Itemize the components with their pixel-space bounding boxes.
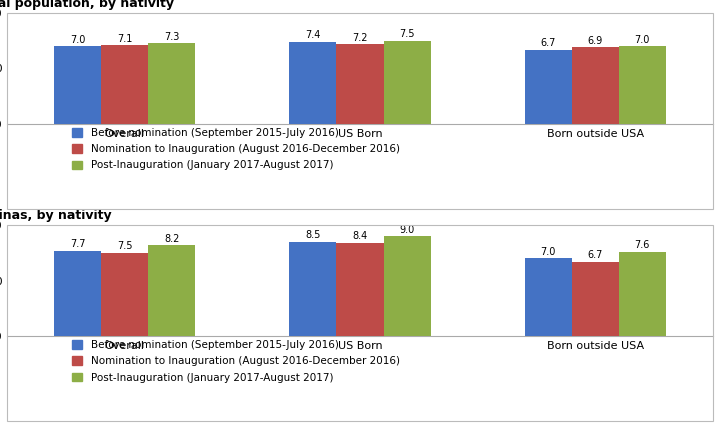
- Text: 8.2: 8.2: [164, 233, 179, 244]
- Bar: [102, 45, 148, 124]
- Text: 7.1: 7.1: [117, 34, 132, 44]
- Text: 7.2: 7.2: [352, 33, 368, 43]
- Text: 7.5: 7.5: [117, 241, 132, 252]
- Bar: [384, 236, 431, 336]
- Text: 8.5: 8.5: [305, 230, 320, 240]
- Bar: [525, 258, 572, 336]
- Text: 8.4: 8.4: [352, 231, 368, 241]
- Bar: [525, 49, 572, 124]
- Bar: [572, 261, 618, 336]
- Legend: Before nomination (September 2015-July 2016), Nomination to Inauguration (August: Before nomination (September 2015-July 2…: [69, 125, 403, 174]
- Text: 6.9: 6.9: [588, 36, 603, 46]
- Text: 6.7: 6.7: [588, 250, 603, 260]
- Text: 7.7: 7.7: [70, 239, 86, 249]
- Text: 7.6: 7.6: [634, 240, 650, 250]
- Text: 7.3: 7.3: [164, 31, 179, 42]
- Bar: [102, 253, 148, 336]
- Text: A  Total population, by nativity: A Total population, by nativity: [0, 0, 174, 10]
- Text: 9.0: 9.0: [400, 225, 415, 235]
- Bar: [54, 251, 102, 336]
- Text: 7.0: 7.0: [541, 247, 556, 257]
- Bar: [618, 46, 666, 124]
- Text: 7.5: 7.5: [400, 29, 415, 39]
- Text: 7.0: 7.0: [634, 35, 650, 45]
- Bar: [289, 42, 336, 124]
- Bar: [54, 46, 102, 124]
- Bar: [384, 41, 431, 124]
- Bar: [148, 43, 195, 124]
- Bar: [336, 44, 384, 124]
- Text: 7.0: 7.0: [70, 35, 86, 45]
- Bar: [289, 242, 336, 336]
- Bar: [148, 245, 195, 336]
- Bar: [336, 243, 384, 336]
- Text: 7.4: 7.4: [305, 31, 320, 40]
- Text: B  Latinas, by nativity: B Latinas, by nativity: [0, 209, 112, 222]
- Legend: Before nomination (September 2015-July 2016), Nomination to Inauguration (August: Before nomination (September 2015-July 2…: [69, 337, 403, 386]
- Text: 6.7: 6.7: [541, 38, 556, 48]
- Bar: [572, 47, 618, 124]
- Bar: [618, 252, 666, 336]
